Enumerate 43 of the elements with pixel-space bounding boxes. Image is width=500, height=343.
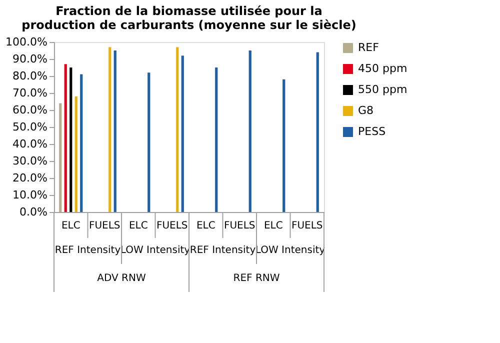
bar: [80, 74, 83, 212]
bar: [181, 56, 184, 212]
legend-label: 550 ppm: [358, 83, 408, 96]
y-tick-label: 90.0%: [12, 52, 48, 66]
x-tick-label: ELC: [128, 220, 148, 232]
y-tick-label: 40.0%: [12, 138, 48, 150]
bar: [59, 103, 62, 212]
legend-label: G8: [358, 104, 374, 117]
x-tick-label: FUELS: [224, 220, 256, 232]
bar: [282, 79, 286, 212]
text: REF Intensity: [54, 245, 121, 256]
y-tick-label: 30.0%: [12, 154, 48, 168]
y-tick-label: 0.0%: [20, 206, 48, 218]
bar: [74, 96, 78, 212]
x-tick-label: ELC: [61, 220, 80, 232]
y-tick-label: 100.0%: [6, 36, 48, 48]
y-tick-label: 80.0%: [12, 70, 48, 82]
x-tick-label: FUELS: [291, 220, 323, 232]
text: REF Intensity: [190, 245, 256, 256]
bar: [176, 47, 179, 212]
bar: [114, 50, 116, 212]
y-tick-label: 70.0%: [12, 86, 48, 100]
x-tick-label: ELC: [264, 220, 283, 232]
y-tick-label: 20.0%: [12, 172, 48, 184]
legend-label: PESS: [358, 125, 386, 138]
chart-title: Fraction de la biomasse utilisée pour la production de carburants (moyenne sur le siècle): [22, 4, 356, 32]
legend-label: REF: [358, 41, 379, 54]
bar: [215, 68, 218, 212]
text: REF RNW: [233, 273, 280, 284]
x-tick-label: FUELS: [156, 220, 188, 232]
x-tick-label: FUELS: [88, 220, 120, 232]
legend-label: 450 ppm: [358, 62, 408, 75]
y-tick-label: 10.0%: [12, 188, 48, 202]
bar: [64, 64, 67, 212]
bar: [70, 68, 72, 212]
x-tick-label: ELC: [196, 220, 216, 232]
bar: [248, 50, 252, 212]
bar: [148, 72, 150, 212]
y-tick-label: 60.0%: [12, 104, 48, 116]
bar: [316, 52, 319, 212]
text: ADV RNW: [97, 273, 146, 284]
bar: [108, 47, 112, 212]
y-tick-label: 50.0%: [12, 120, 48, 134]
